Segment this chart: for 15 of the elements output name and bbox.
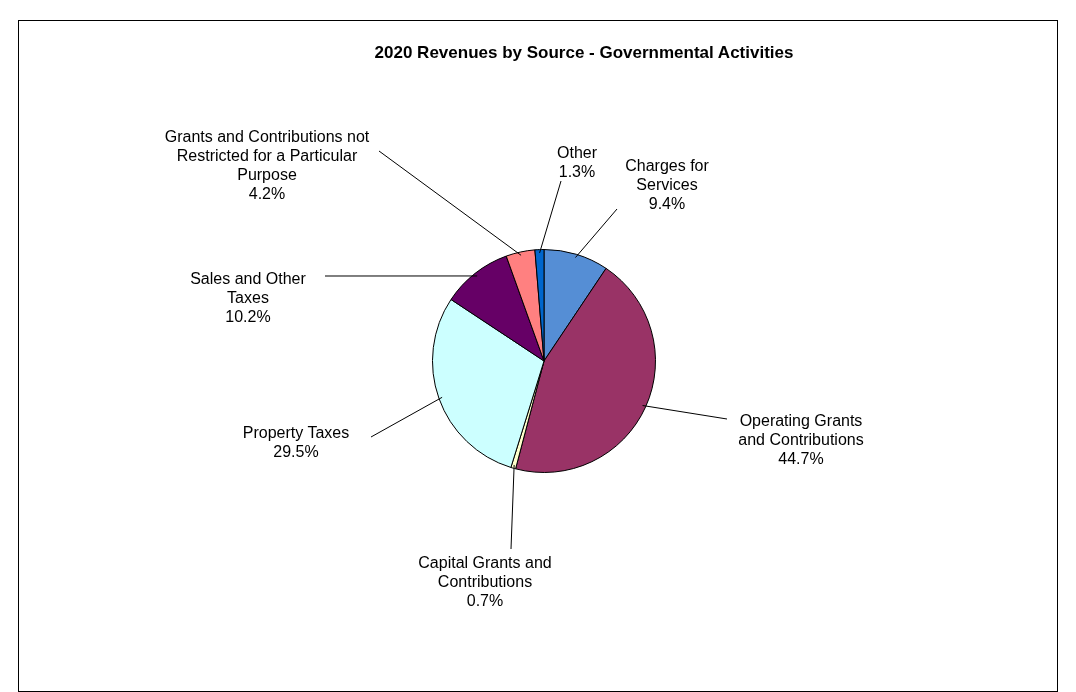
- chart-title: 2020 Revenues by Source - Governmental Activities: [374, 42, 794, 62]
- data-label: 0.7%: [466, 592, 504, 610]
- data-label: 44.7%: [778, 450, 824, 468]
- data-label: 1.3%: [558, 162, 596, 180]
- slice-label: Charges for Services: [625, 157, 710, 194]
- data-label: 29.5%: [273, 442, 319, 460]
- slice-label: Operating Grants and Contributions: [738, 412, 864, 449]
- slice-label: Property Taxes: [242, 423, 350, 441]
- data-label: 10.2%: [225, 308, 271, 326]
- data-label: 4.2%: [248, 184, 286, 202]
- slice-label: Sales and Other Taxes: [190, 270, 307, 307]
- slice-label: Other: [556, 143, 598, 161]
- slice-label: Capital Grants and Contributions: [418, 554, 552, 591]
- slice-label: Grants and Contributions not Restricted for a Particular Purpose: [164, 127, 370, 183]
- data-label: 9.4%: [648, 195, 686, 213]
